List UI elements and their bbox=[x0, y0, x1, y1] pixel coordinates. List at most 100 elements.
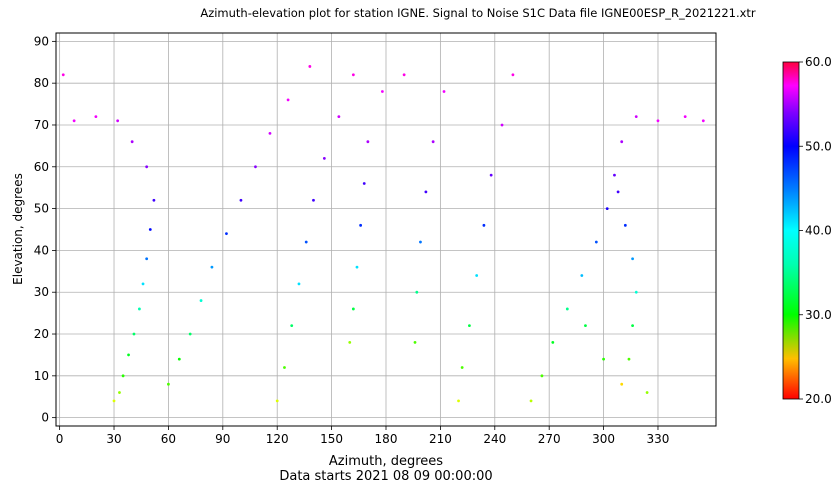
data-point bbox=[457, 399, 460, 403]
data-point bbox=[94, 115, 98, 119]
data-point bbox=[290, 324, 294, 328]
data-point bbox=[442, 90, 446, 93]
data-point bbox=[402, 73, 406, 77]
x-tick-label: 330 bbox=[647, 432, 670, 446]
data-point bbox=[210, 265, 214, 269]
data-point bbox=[283, 366, 286, 369]
data-point bbox=[239, 198, 243, 202]
data-point bbox=[351, 73, 355, 77]
data-point bbox=[623, 223, 627, 227]
x-tick-label: 60 bbox=[161, 432, 176, 446]
data-point bbox=[631, 324, 634, 328]
y-tick-label: 0 bbox=[41, 411, 49, 425]
data-point bbox=[500, 123, 504, 127]
y-tick-label: 60 bbox=[34, 160, 49, 174]
data-point bbox=[431, 140, 435, 144]
data-point bbox=[656, 119, 660, 123]
data-point bbox=[380, 90, 384, 93]
data-point bbox=[141, 282, 145, 286]
data-point bbox=[152, 198, 156, 202]
colorbar-tick-label: 50.0 bbox=[805, 139, 832, 153]
data-points bbox=[61, 65, 705, 403]
data-point bbox=[580, 274, 584, 277]
data-point bbox=[177, 357, 181, 361]
x-tick-label: 0 bbox=[56, 432, 64, 446]
data-point bbox=[138, 307, 141, 311]
x-tick-label: 180 bbox=[375, 432, 398, 446]
data-point bbox=[359, 223, 363, 227]
data-point bbox=[121, 374, 125, 378]
colorbar bbox=[782, 61, 800, 400]
data-point bbox=[645, 391, 649, 394]
y-axis-label: Elevation, degrees bbox=[11, 173, 25, 285]
data-point bbox=[351, 307, 355, 311]
y-tick-label: 90 bbox=[34, 34, 49, 48]
data-point bbox=[268, 131, 272, 135]
data-point bbox=[460, 366, 464, 369]
colorbar-tick-label: 60.0 bbox=[805, 55, 832, 69]
data-point bbox=[304, 240, 308, 244]
x-tick-label: 210 bbox=[429, 432, 452, 446]
data-point bbox=[362, 182, 366, 185]
colorbar-ticks: 20.0 30.0 40.0 50.0 60.0 bbox=[799, 55, 832, 406]
data-point bbox=[199, 299, 203, 302]
x-tick-label: 150 bbox=[320, 432, 343, 446]
y-tick-label: 70 bbox=[34, 118, 49, 132]
data-point bbox=[72, 119, 76, 123]
data-point bbox=[683, 115, 687, 119]
y-tick-label: 20 bbox=[34, 327, 49, 341]
data-point bbox=[511, 73, 515, 77]
data-point bbox=[116, 119, 120, 123]
data-point bbox=[355, 265, 359, 269]
data-start-subtitle: Data starts 2021 08 09 00:00:00 bbox=[279, 469, 492, 484]
data-point bbox=[225, 232, 228, 236]
data-point bbox=[584, 324, 587, 328]
data-point bbox=[322, 157, 326, 160]
x-axis-label: Azimuth, degrees bbox=[329, 454, 443, 469]
x-tick-label: 90 bbox=[215, 432, 230, 446]
y-tick-label: 50 bbox=[34, 202, 49, 216]
data-point bbox=[112, 399, 116, 403]
y-tick-label: 10 bbox=[34, 369, 49, 383]
data-point bbox=[61, 73, 65, 77]
data-point bbox=[565, 307, 569, 311]
x-tick-label: 300 bbox=[592, 432, 615, 446]
x-tick-label: 120 bbox=[266, 432, 289, 446]
data-point bbox=[188, 332, 192, 336]
data-point bbox=[489, 173, 493, 177]
data-point bbox=[348, 340, 352, 344]
data-point bbox=[424, 190, 428, 194]
data-point bbox=[275, 399, 279, 403]
data-point bbox=[540, 374, 544, 378]
data-point bbox=[551, 340, 555, 344]
data-point bbox=[468, 324, 471, 328]
data-point bbox=[132, 332, 136, 336]
grid bbox=[56, 33, 716, 426]
data-point bbox=[620, 382, 624, 386]
x-tick-label: 30 bbox=[106, 432, 121, 446]
data-point bbox=[594, 240, 598, 244]
data-point bbox=[620, 140, 624, 144]
data-point bbox=[631, 257, 634, 261]
x-tick-label: 270 bbox=[538, 432, 561, 446]
data-point bbox=[254, 165, 257, 169]
y-tick-label: 80 bbox=[34, 76, 49, 90]
data-point bbox=[167, 382, 170, 386]
data-point bbox=[413, 340, 417, 344]
data-point bbox=[308, 65, 312, 68]
data-point bbox=[145, 257, 149, 261]
data-point bbox=[145, 165, 149, 169]
data-point bbox=[616, 190, 620, 194]
y-tick-label: 30 bbox=[34, 285, 49, 299]
data-point bbox=[118, 391, 121, 394]
data-point bbox=[529, 399, 533, 403]
x-tick-label: 240 bbox=[483, 432, 506, 446]
data-point bbox=[312, 198, 315, 202]
data-point bbox=[297, 282, 301, 286]
data-point bbox=[337, 115, 341, 119]
data-point bbox=[613, 173, 616, 177]
y-tick-label: 40 bbox=[34, 243, 49, 257]
y-axis-ticks: 0 10 20 30 40 50 60 70 80 90 bbox=[34, 34, 56, 425]
data-point bbox=[415, 290, 419, 294]
